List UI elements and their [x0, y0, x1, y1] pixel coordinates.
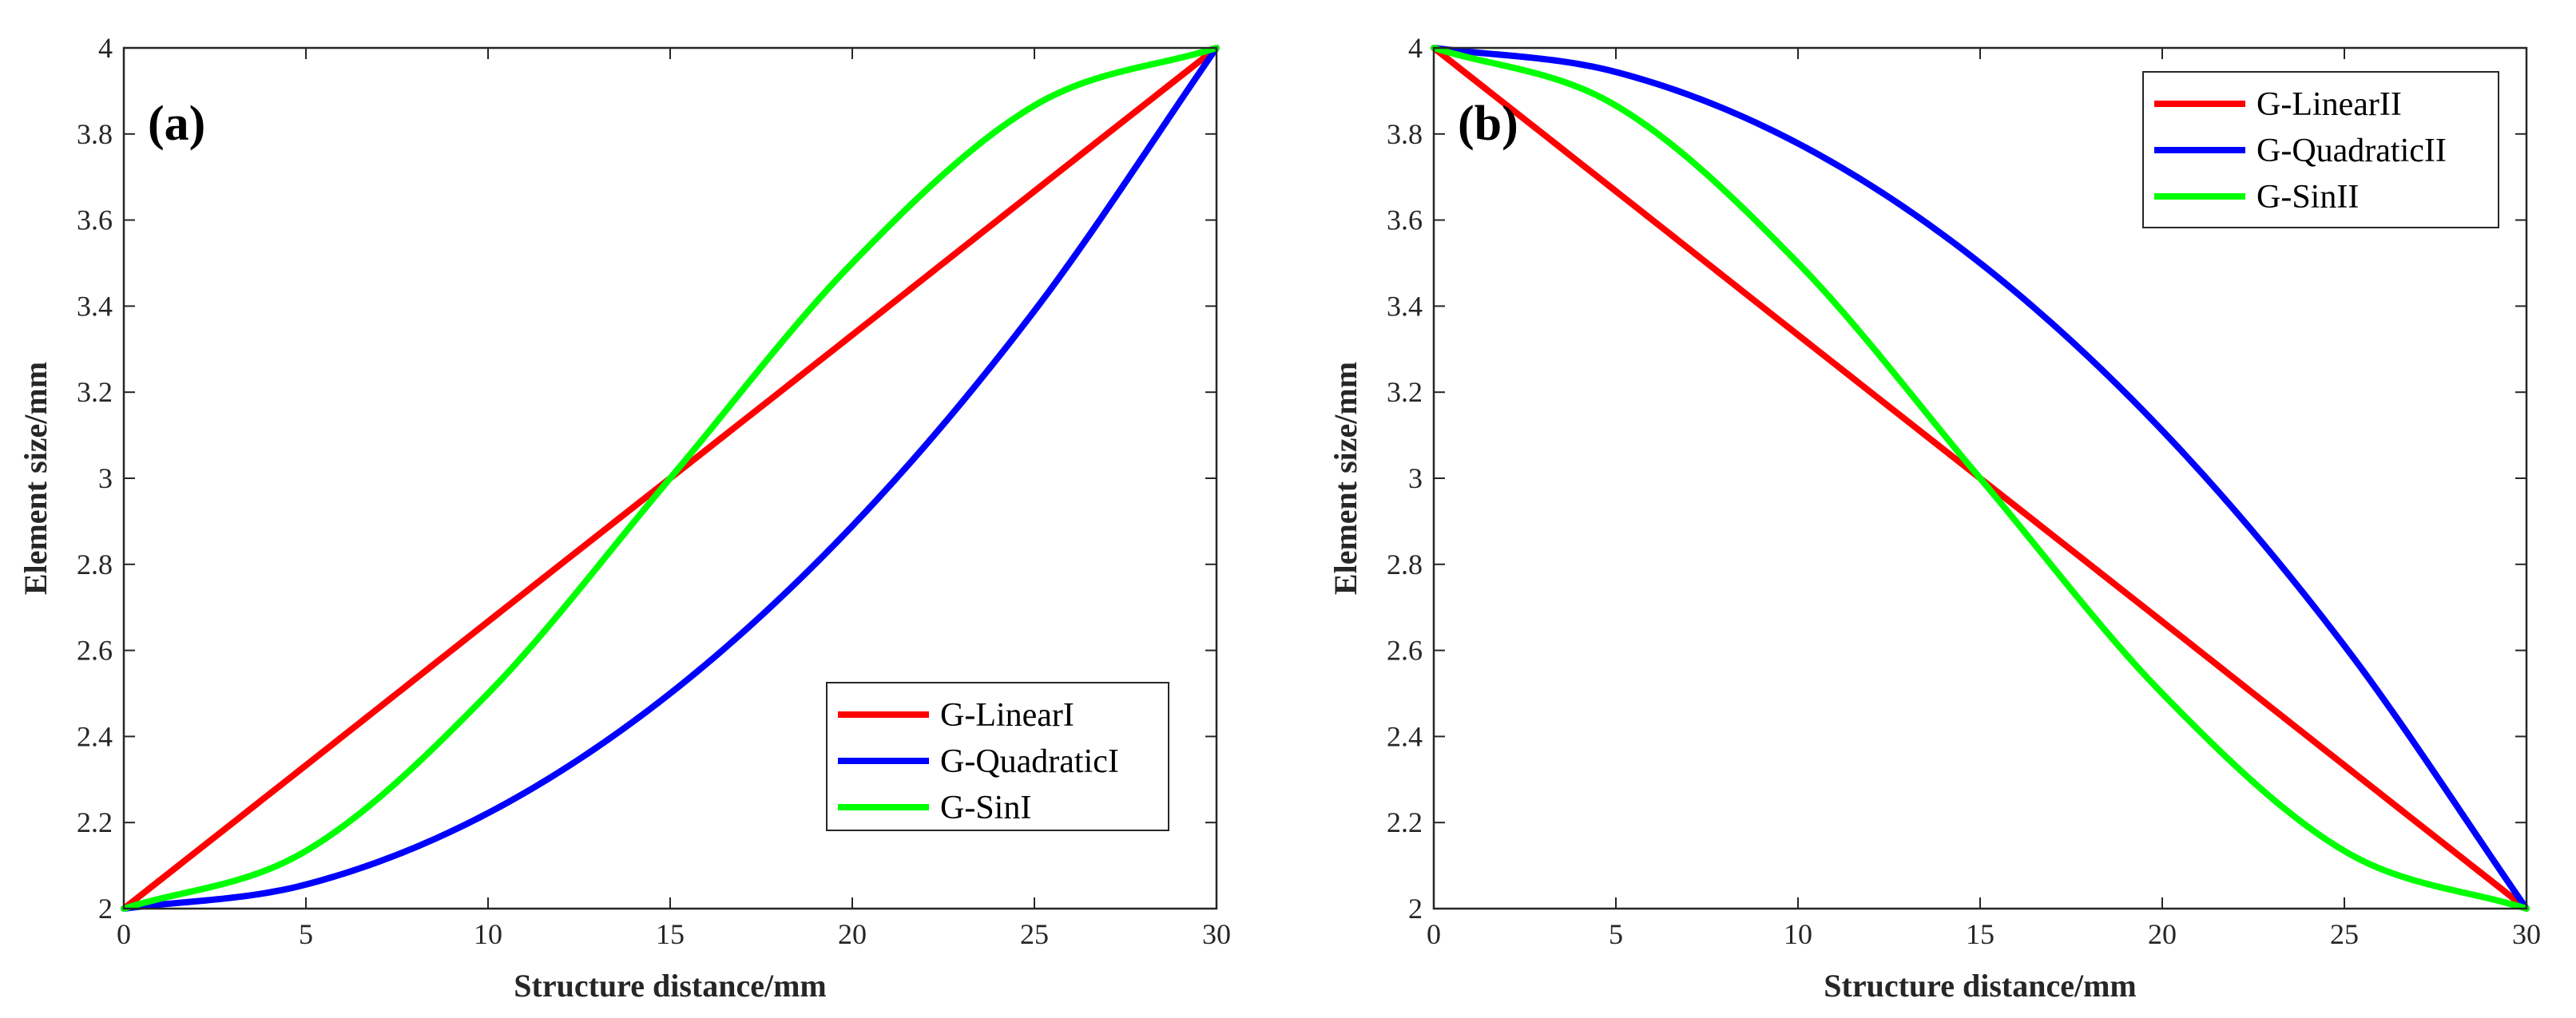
- y-tick-label: 3: [98, 462, 113, 494]
- axes-box: [1432, 46, 2528, 910]
- panel-label: (a): [148, 97, 205, 151]
- y-tick-label: 2: [98, 893, 113, 925]
- x-tick-label: 10: [474, 918, 502, 950]
- y-tick-label: 3.6: [77, 204, 113, 236]
- y-tick-label: 2.6: [77, 635, 113, 667]
- x-tick-label: 15: [1966, 918, 1995, 950]
- legend-label: G-LinearI: [940, 697, 1074, 734]
- legend-label: G-QuadraticI: [940, 743, 1119, 780]
- x-tick-label: 30: [1202, 918, 1231, 950]
- y-tick-label: 3.6: [1387, 204, 1423, 236]
- y-tick-label: 2.4: [1387, 720, 1423, 752]
- y-tick-label: 3.8: [77, 118, 113, 150]
- series-line-g-quadratici: [121, 45, 1220, 912]
- y-axis-title: Element size/mm: [18, 362, 54, 595]
- legend-label: G-SinI: [940, 790, 1031, 826]
- legend-label: G-LinearII: [2256, 86, 2402, 123]
- legend-label: G-SinII: [2256, 179, 2359, 216]
- y-tick-label: 3.2: [1387, 376, 1423, 408]
- y-tick-label: 2: [1408, 893, 1423, 925]
- series-line-g-sini: [121, 45, 1220, 912]
- legend: G-LinearI G-QuadraticI G-SinI: [826, 682, 1169, 831]
- y-tick-label: 2.6: [1387, 635, 1423, 667]
- y-tick-label: 2.8: [1387, 549, 1423, 580]
- x-tick-label: 5: [299, 918, 313, 950]
- x-tick-label: 30: [2512, 918, 2541, 950]
- y-tick-label: 4: [98, 32, 113, 64]
- legend-label: G-QuadraticII: [2256, 133, 2447, 169]
- x-tick-label: 5: [1609, 918, 1623, 950]
- y-tick-label: 3.4: [1387, 290, 1423, 322]
- series-line-g-quadraticii: [1431, 45, 2530, 912]
- y-axis-title: Element size/mm: [1328, 362, 1363, 595]
- y-tick-label: 3.2: [77, 376, 113, 408]
- chart-panel-a: 0 5 10 15 20 25 30 2 2.2 2.4 2.6 2.8 3 3.2 3.4 3.6 3.8 4 S…: [18, 32, 1231, 1004]
- x-tick-label: 25: [2330, 918, 2359, 950]
- x-tick-label: 0: [1427, 918, 1441, 950]
- legend: G-LinearII G-QuadraticII G-SinII: [2142, 71, 2499, 228]
- y-tick-label: 3: [1408, 462, 1423, 494]
- x-tick-label: 20: [838, 918, 867, 950]
- y-tick-label: 3.8: [1387, 118, 1423, 150]
- y-tick-label: 2.8: [77, 549, 113, 580]
- chart-panel-b: 0 5 10 15 20 25 30 2 2.2 2.4 2.6 2.8 3 3.2 3.4 3.6 3.8 4 S…: [1328, 32, 2541, 1004]
- y-tick-label: 2.2: [77, 806, 113, 838]
- series-line-g-sinii: [1431, 45, 2530, 912]
- y-tick-label: 2.2: [1387, 806, 1423, 838]
- y-tick-label: 3.4: [77, 290, 113, 322]
- x-tick-label: 15: [656, 918, 685, 950]
- x-axis-title: Structure distance/mm: [1824, 968, 2136, 1004]
- x-tick-label: 20: [2148, 918, 2177, 950]
- axes-box: [122, 46, 1218, 910]
- y-tick-label: 2.4: [77, 720, 113, 752]
- panel-label: (b): [1458, 97, 1518, 151]
- x-tick-label: 0: [117, 918, 131, 950]
- y-tick-label: 4: [1408, 32, 1423, 64]
- x-tick-label: 25: [1020, 918, 1049, 950]
- x-axis-title: Structure distance/mm: [514, 968, 826, 1004]
- x-tick-label: 10: [1784, 918, 1812, 950]
